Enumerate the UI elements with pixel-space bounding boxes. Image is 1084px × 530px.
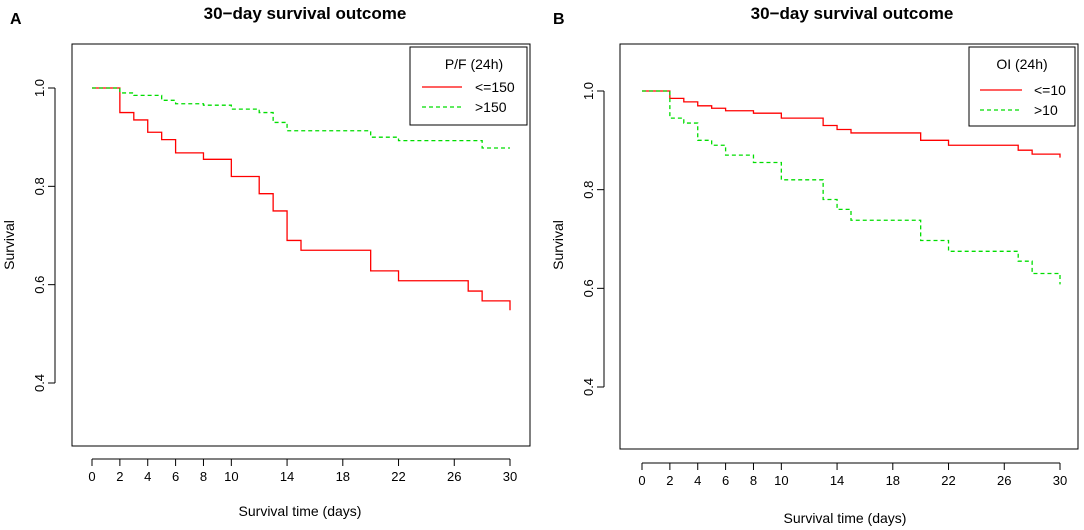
x-tick-label: 30 [503, 469, 517, 484]
y-tick-label: 1.0 [581, 82, 596, 100]
panel-b-y-axis-label: Survival [550, 220, 566, 270]
panel-a-title: 30−day survival outcome [204, 4, 407, 23]
panel-b-y-axis: 0.4 0.6 0.8 1.0 [581, 82, 605, 396]
y-tick-label: 0.4 [32, 374, 47, 392]
series-line-1 [642, 90, 1061, 158]
x-tick-label: 4 [144, 469, 151, 484]
panel-a-legend: P/F (24h) <=150 >150 [409, 46, 528, 126]
panel-a-label: A [10, 11, 22, 28]
panel-b-legend-label-1: <=10 [1034, 82, 1066, 98]
x-tick-label: 26 [447, 469, 461, 484]
panel-a-legend-label-2: >150 [475, 99, 507, 115]
x-tick-label: 2 [116, 469, 123, 484]
x-tick-label: 4 [694, 473, 701, 488]
panel-b-title: 30−day survival outcome [751, 4, 954, 23]
panel-b-plot-frame [619, 43, 1079, 450]
x-tick-label: 8 [750, 473, 757, 488]
x-tick-label: 18 [336, 469, 350, 484]
x-tick-label: 30 [1053, 473, 1067, 488]
x-tick-label: 8 [200, 469, 207, 484]
panel-b-x-axis: 0 2 4 6 8 10 14 18 22 26 30 [638, 462, 1067, 488]
panel-b-label: B [553, 11, 565, 28]
panel-a-y-axis: 0.4 0.6 0.8 1.0 [32, 79, 56, 392]
x-tick-label: 10 [224, 469, 238, 484]
panel-b-x-axis-label: Survival time (days) [784, 510, 907, 526]
panel-a-series [92, 87, 511, 311]
x-tick-label: 26 [997, 473, 1011, 488]
x-tick-label: 6 [722, 473, 729, 488]
x-tick-label: 0 [638, 473, 645, 488]
x-tick-label: 18 [886, 473, 900, 488]
panel-a-x-axis: 0 2 4 6 8 10 14 18 22 26 30 [88, 458, 517, 484]
panel-b-legend-label-2: >10 [1034, 102, 1058, 118]
x-tick-label: 22 [391, 469, 405, 484]
series-line-1 [92, 87, 511, 311]
y-tick-label: 0.6 [581, 279, 596, 297]
x-tick-label: 22 [941, 473, 955, 488]
panel-b-legend-title: OI (24h) [996, 56, 1047, 72]
series-line-2 [642, 90, 1061, 285]
panel-a-x-axis-label: Survival time (days) [239, 503, 362, 519]
x-tick-label: 10 [774, 473, 788, 488]
panel-a-legend-title: P/F (24h) [445, 56, 503, 72]
panel-b-legend-box [968, 46, 1076, 127]
x-tick-label: 6 [172, 469, 179, 484]
y-tick-label: 0.8 [581, 181, 596, 199]
panel-b-legend: OI (24h) <=10 >10 [968, 46, 1076, 127]
panel-a-plot-frame [71, 43, 531, 447]
panel-a-legend-box [409, 46, 528, 126]
y-tick-label: 0.4 [581, 378, 596, 396]
panel-a-y-axis-label: Survival [1, 220, 17, 270]
panel-b-series [642, 90, 1061, 285]
x-tick-label: 0 [88, 469, 95, 484]
x-tick-label: 14 [280, 469, 294, 484]
y-tick-label: 0.8 [32, 177, 47, 195]
panel-a-legend-label-1: <=150 [475, 79, 515, 95]
series-line-2 [92, 87, 510, 149]
panel-a: A 30−day survival outcome 0.4 0.6 0.8 1.0 0… [1, 4, 531, 519]
panel-b: B 30−day survival outcome 0.4 0.6 0.8 1.0 0… [550, 4, 1079, 526]
x-tick-label: 2 [666, 473, 673, 488]
x-tick-label: 14 [830, 473, 844, 488]
y-tick-label: 0.6 [32, 276, 47, 294]
y-tick-label: 1.0 [32, 79, 47, 97]
